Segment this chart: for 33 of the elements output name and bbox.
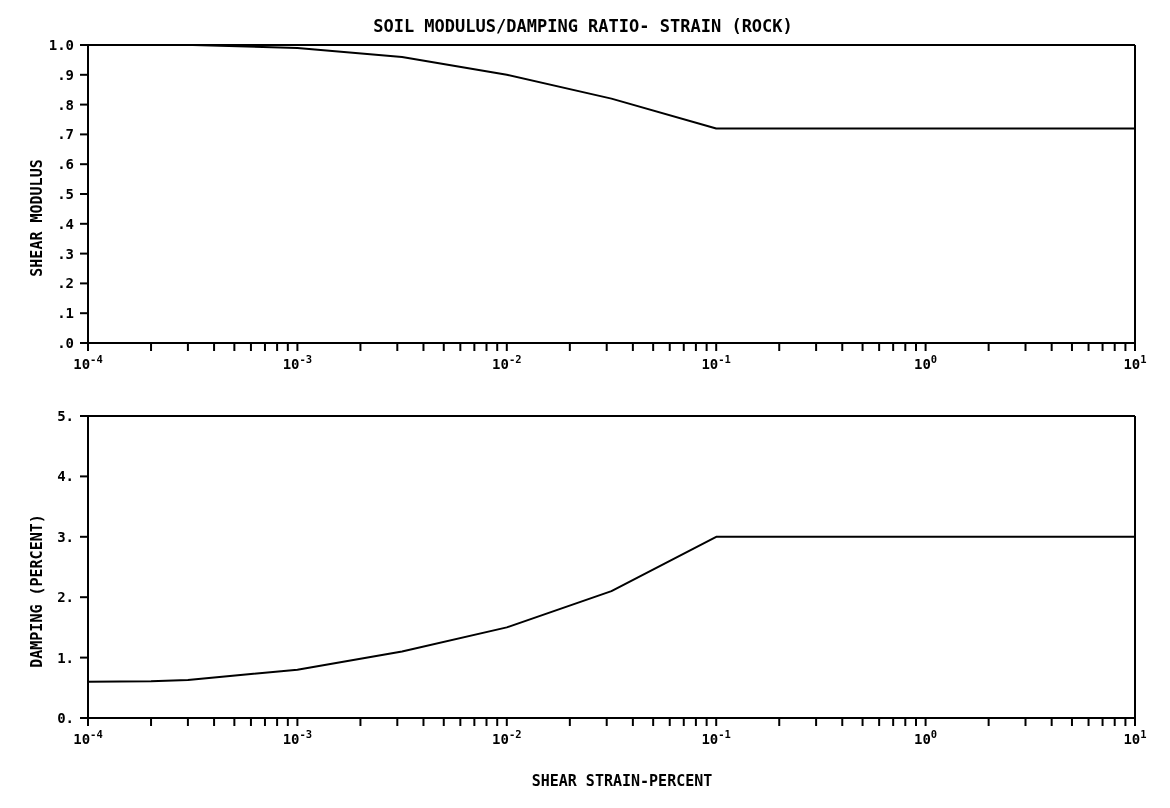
y-tick-label: .2 (57, 275, 74, 292)
y-tick-label: .9 (57, 66, 74, 83)
y-tick-label: .3 (57, 245, 74, 262)
y-tick-label: 2. (57, 589, 74, 606)
y-tick-label: 4. (57, 468, 74, 485)
y-tick-label: 3. (57, 528, 74, 545)
y-tick-label: .4 (57, 215, 74, 232)
y-tick-label: .5 (57, 186, 74, 202)
y-tick-label: .1 (57, 305, 74, 322)
x-tick-label: 10$^{1}$ (1123, 728, 1147, 747)
x-tick-label: 10$^{0}$ (914, 353, 938, 372)
x-axis-title: SHEAR STRAIN-PERCENT (530, 772, 714, 790)
x-tick-label: 10$^{1}$ (1123, 353, 1147, 372)
y-tick-label: .8 (57, 96, 74, 113)
y-tick-label: 5. (57, 408, 74, 424)
y-axis-title: DAMPING (PERCENT) (28, 513, 46, 668)
x-tick-label: 10$^{-2}$ (492, 728, 522, 747)
y-tick-label: .0 (57, 335, 74, 351)
chart-title: SOIL MODULUS/DAMPING RATIO- STRAIN (ROCK) (372, 16, 794, 36)
x-tick-label: 10$^{-1}$ (701, 728, 731, 747)
x-tick-label: 10$^{-2}$ (492, 353, 522, 372)
y-tick-label: .6 (57, 156, 74, 173)
x-tick-label: 10$^{0}$ (914, 728, 938, 747)
x-tick-label: 10$^{-3}$ (282, 728, 313, 747)
x-tick-label: 10$^{-1}$ (701, 353, 731, 372)
y-tick-label: 1.0 (48, 37, 74, 53)
y-tick-label: 0. (57, 710, 74, 726)
x-tick-label: 10$^{-3}$ (282, 353, 313, 372)
y-axis-title: SHEAR MODULUS (28, 158, 46, 277)
x-tick-label: 10$^{-4}$ (73, 728, 103, 747)
y-tick-label: .7 (57, 126, 74, 143)
x-tick-label: 10$^{-4}$ (73, 353, 103, 372)
y-tick-label: 1. (57, 649, 74, 666)
